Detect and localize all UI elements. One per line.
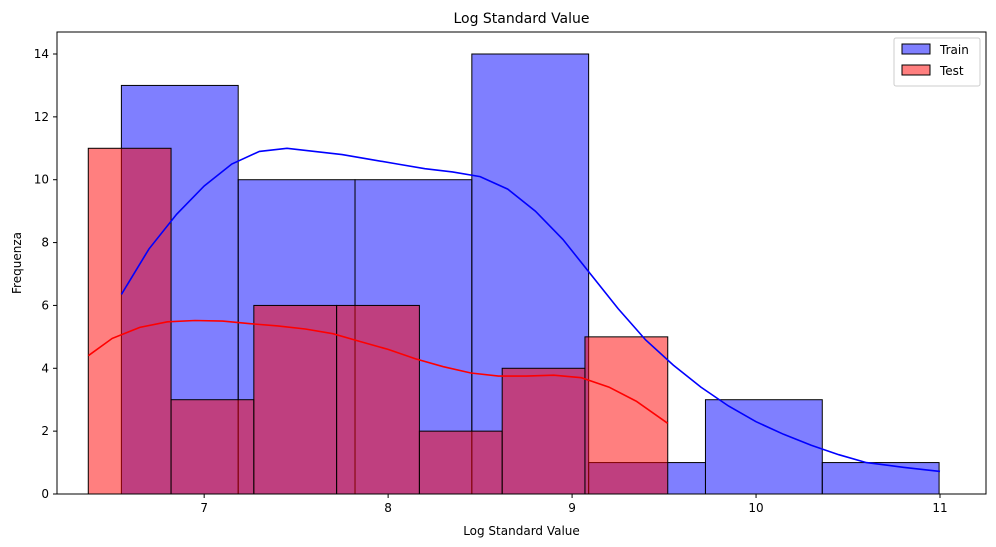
x-tick-label: 10 <box>748 501 763 515</box>
test-bar-3 <box>336 304 420 495</box>
test-bar-2 <box>253 304 338 495</box>
x-tick-label: 8 <box>384 501 392 515</box>
test-bar-6 <box>584 336 669 495</box>
x-tick-label: 7 <box>200 501 208 515</box>
train-bar-6 <box>821 462 940 495</box>
y-tick-label: 4 <box>41 361 49 375</box>
y-tick-label: 14 <box>34 47 49 61</box>
legend-label-test: Test <box>939 64 964 78</box>
y-tick-label: 10 <box>34 173 49 187</box>
legend-swatch-train <box>901 43 931 55</box>
test-bar-1 <box>170 399 255 495</box>
legend-label-train: Train <box>939 43 969 57</box>
test-bar-0 <box>87 147 172 495</box>
plot-frame <box>56 31 987 495</box>
test-kde-line <box>87 319 669 424</box>
chart-title: Log Standard Value <box>453 11 589 27</box>
train-kde-line <box>120 147 941 473</box>
axes: 7 8 9 10 11 0 2 4 6 8 10 12 14 <box>34 31 987 515</box>
x-tick-label: 9 <box>568 501 576 515</box>
kde-lines <box>87 147 941 473</box>
train-bar-5 <box>704 399 823 495</box>
y-tick-label: 12 <box>34 110 49 124</box>
test-bars <box>87 147 669 495</box>
y-axis-label: Frequenza <box>10 232 24 294</box>
y-tick-label: 0 <box>41 487 49 501</box>
x-axis-label: Log Standard Value <box>463 524 580 538</box>
test-bar-4 <box>418 430 503 495</box>
y-tick-label: 2 <box>41 424 49 438</box>
test-bar-5 <box>501 367 586 495</box>
legend-swatch-test <box>901 64 931 76</box>
y-tick-label: 6 <box>41 298 49 312</box>
y-tick-label: 8 <box>41 236 49 250</box>
legend: Train Test <box>893 37 981 87</box>
x-tick-label: 11 <box>932 501 947 515</box>
